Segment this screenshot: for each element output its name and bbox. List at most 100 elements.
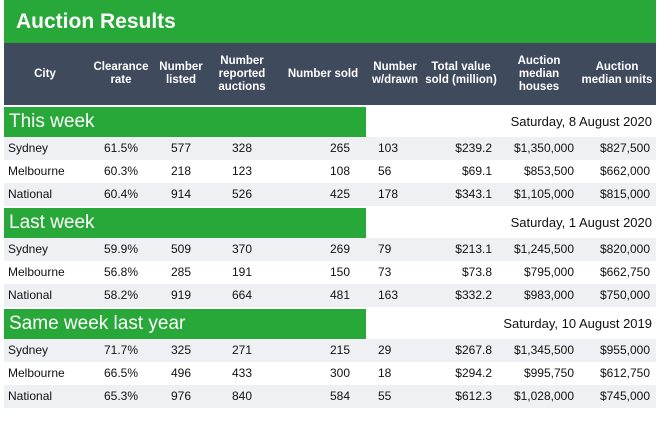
- table-row: Melbourne 60.3% 218 123 108 56 $69.1 $853,500 $6…: [4, 160, 656, 183]
- table-cell: $853,500: [523, 164, 574, 178]
- table-cell: $69.1: [461, 164, 492, 178]
- table-cell: 265: [329, 141, 350, 155]
- city-cell: National: [8, 389, 53, 403]
- table-cell: 61.5%: [103, 141, 139, 155]
- table-cell: 108: [329, 164, 350, 178]
- table-cell: 191: [231, 265, 253, 279]
- section-header: This week Saturday, 8 August 2020: [4, 107, 656, 137]
- table-cell: 976: [170, 389, 192, 403]
- table-cell: 919: [170, 288, 192, 302]
- table-row: Sydney 59.9% 509 370 269 79 $213.1 $1,245,500 $8…: [4, 238, 656, 261]
- table-cell: 328: [231, 141, 253, 155]
- table-cell: 526: [231, 187, 253, 201]
- table-row: National 65.3% 976 840 584 55 $612.3 $1,028,000…: [4, 385, 656, 408]
- city-cell: Sydney: [8, 141, 49, 155]
- table-cell: 370: [231, 242, 253, 256]
- table-title: Auction Results: [4, 0, 656, 43]
- table-cell: 79: [378, 242, 392, 256]
- table-cell: $795,000: [523, 265, 574, 279]
- table-cell: 71.7%: [103, 343, 139, 357]
- section-date: Saturday, 8 August 2020: [510, 114, 652, 129]
- table-cell: $332.2: [455, 288, 492, 302]
- table-cell: $750,000: [599, 288, 650, 302]
- table-cell: 55: [378, 389, 392, 403]
- section-header: Same week last year Saturday, 10 August 2…: [4, 309, 656, 339]
- header-number-withdrawn: Number w/drawn: [371, 61, 418, 86]
- city-cell: Sydney: [8, 343, 49, 357]
- table-cell: 481: [329, 288, 350, 302]
- section-date: Saturday, 10 August 2019: [503, 316, 652, 331]
- table-cell: 65.3%: [103, 389, 139, 403]
- table-cell: 271: [231, 343, 253, 357]
- table-cell: 509: [170, 242, 192, 256]
- header-number-reported-auctions: Number reported auctions: [218, 54, 266, 93]
- table-cell: 59.9%: [103, 242, 139, 256]
- table-cell: 73: [378, 265, 392, 279]
- table-cell: 914: [170, 187, 192, 201]
- table-cell: 58.2%: [103, 288, 139, 302]
- header-number-listed: Number listed: [159, 61, 203, 86]
- table-cell: 325: [170, 343, 192, 357]
- table-cell: 56: [378, 164, 392, 178]
- table-row: National 60.4% 914 526 425 178 $343.1 $1,105,00…: [4, 183, 656, 206]
- table-cell: 269: [329, 242, 350, 256]
- table-cell: 433: [231, 366, 253, 380]
- table-cell: $267.8: [455, 343, 492, 357]
- table-cell: 150: [329, 265, 350, 279]
- header-clearance-rate: Clearance rate: [93, 61, 149, 86]
- table-cell: 215: [329, 343, 350, 357]
- table-cell: $662,000: [599, 164, 650, 178]
- table-cell: $1,245,500: [513, 242, 574, 256]
- table-cell: $815,000: [599, 187, 650, 201]
- table-row: Sydney 71.7% 325 271 215 29 $267.8 $1,345,500 $9…: [4, 339, 656, 362]
- table-cell: $983,000: [523, 288, 574, 302]
- table-cell: 18: [378, 366, 392, 380]
- section-label: Same week last year: [4, 309, 366, 339]
- table-cell: 178: [378, 187, 399, 201]
- header-total-value-sold: Total value sold (million): [425, 61, 497, 86]
- table-cell: 103: [378, 141, 399, 155]
- section-label: This week: [4, 107, 366, 137]
- table-cell: $612,750: [599, 366, 650, 380]
- header-city: City: [34, 67, 56, 80]
- table-row: Sydney 61.5% 577 328 265 103 $239.2 $1,350,000 $…: [4, 137, 656, 160]
- table-cell: $213.1: [455, 242, 492, 256]
- table-cell: $1,028,000: [513, 389, 574, 403]
- table-cell: 577: [170, 141, 192, 155]
- city-cell: National: [8, 288, 53, 302]
- table-cell: $820,000: [599, 242, 650, 256]
- section-label: Last week: [4, 208, 366, 238]
- table-cell: 66.5%: [103, 366, 139, 380]
- header-median-houses: Auction median houses: [517, 54, 561, 93]
- table-cell: $1,345,500: [513, 343, 574, 357]
- table-cell: 60.4%: [103, 187, 139, 201]
- header-row: City Clearance rate Number listed Number…: [4, 43, 656, 105]
- table-body: This week Saturday, 8 August 2020 Sydney 61…: [4, 107, 656, 408]
- table-cell: 29: [378, 343, 392, 357]
- table-cell: $995,750: [523, 366, 574, 380]
- table-cell: 584: [329, 389, 350, 403]
- city-cell: Sydney: [8, 242, 49, 256]
- table-cell: $294.2: [455, 366, 492, 380]
- header-median-units: Auction median units: [581, 61, 653, 86]
- city-cell: Melbourne: [8, 265, 65, 279]
- section-header: Last week Saturday, 1 August 2020: [4, 208, 656, 238]
- table-cell: $343.1: [455, 187, 492, 201]
- table-cell: 425: [329, 187, 350, 201]
- table-cell: $827,500: [599, 141, 650, 155]
- table-cell: 218: [170, 164, 192, 178]
- table-cell: $73.8: [461, 265, 492, 279]
- table-cell: 496: [170, 366, 192, 380]
- table-cell: 56.8%: [103, 265, 139, 279]
- table-cell: 840: [231, 389, 253, 403]
- city-cell: Melbourne: [8, 366, 65, 380]
- section-date: Saturday, 1 August 2020: [510, 215, 652, 230]
- table-cell: $1,105,000: [513, 187, 574, 201]
- table-cell: 123: [231, 164, 253, 178]
- table-cell: 60.3%: [103, 164, 139, 178]
- table-row: Melbourne 66.5% 496 433 300 18 $294.2 $995,750 $…: [4, 362, 656, 385]
- table-cell: 285: [170, 265, 192, 279]
- table-cell: 163: [378, 288, 399, 302]
- table-cell: 300: [329, 366, 350, 380]
